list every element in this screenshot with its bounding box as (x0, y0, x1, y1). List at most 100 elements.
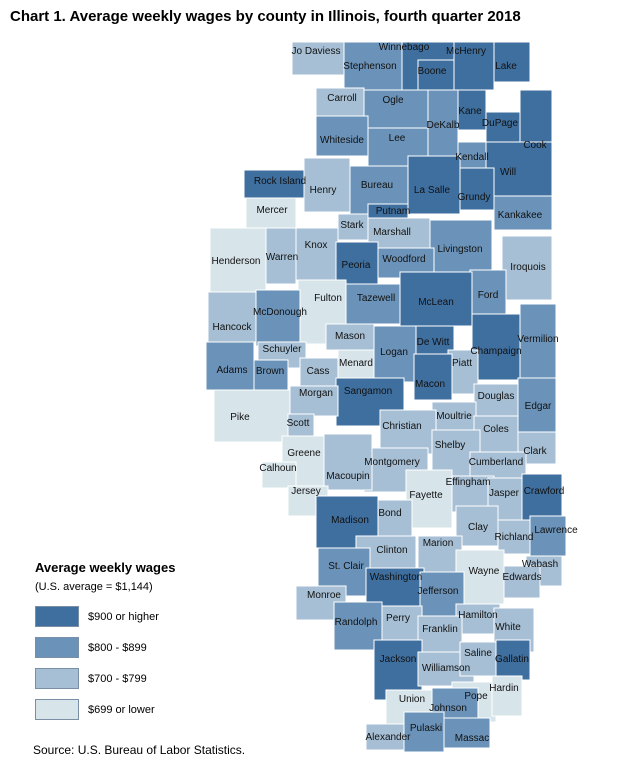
county-calhoun (261, 461, 297, 489)
county-label-mason: Mason (335, 331, 365, 342)
county-label-coles: Coles (483, 424, 509, 435)
county-pike (213, 389, 291, 443)
county-label-jersey: Jersey (291, 486, 320, 497)
county-label-piatt: Piatt (452, 358, 472, 369)
county-label-marshall: Marshall (373, 227, 411, 238)
source-note: Source: U.S. Bureau of Labor Statistics. (33, 743, 246, 757)
county-label-mchenry: McHenry (446, 46, 486, 57)
county-stark (337, 213, 369, 241)
county-iroquois (501, 235, 553, 301)
county-label-whiteside: Whiteside (320, 135, 364, 146)
county-label-edwards: Edwards (503, 572, 542, 583)
county-label-calhoun: Calhoun (259, 463, 296, 474)
legend-swatch (35, 637, 79, 658)
county-label-moultrie: Moultrie (436, 411, 472, 422)
county-henderson (209, 227, 267, 293)
county-label-kendall: Kendall (455, 152, 488, 163)
county-label-macoupin: Macoupin (326, 471, 369, 482)
county-label-williamson: Williamson (422, 663, 470, 674)
legend-swatch (35, 606, 79, 627)
county-label-will: Will (500, 167, 516, 178)
county-label-wayne: Wayne (469, 566, 500, 577)
county-label-champaign: Champaign (470, 346, 521, 357)
county-saline (459, 641, 499, 677)
county-label-hancock: Hancock (213, 322, 253, 333)
county-label-dekalb: DeKalb (427, 120, 460, 131)
chart-title: Chart 1. Average weekly wages by county … (10, 8, 521, 25)
county-massac (443, 717, 491, 749)
county-cass (299, 357, 343, 387)
county-champaign (471, 313, 521, 381)
county-label-macon: Macon (415, 379, 445, 390)
county-label-stephenson: Stephenson (343, 61, 396, 72)
county-hamilton (455, 603, 501, 635)
county-label-dupage: DuPage (482, 118, 519, 129)
county-edwards (503, 565, 541, 599)
county-label-edgar: Edgar (525, 401, 552, 412)
county-label-carroll: Carroll (327, 93, 356, 104)
county-label-bond: Bond (378, 508, 401, 519)
legend-label: $900 or higher (88, 610, 159, 623)
county-label-perry: Perry (386, 613, 410, 624)
county-label-pulaski: Pulaski (410, 723, 442, 734)
legend-label: $699 or lower (88, 703, 155, 716)
county-macon (413, 353, 453, 401)
county-dupage (485, 111, 521, 143)
county-label-richland: Richland (495, 532, 534, 543)
legend-item-699-lower: $699 or lower (35, 694, 235, 725)
county-douglas (473, 383, 519, 421)
county-label-bureau: Bureau (361, 180, 393, 191)
county-whiteside (315, 115, 369, 157)
county-label-schuyler: Schuyler (263, 344, 303, 355)
county-label-mcdonough: McDonough (253, 307, 307, 318)
county-mercer (245, 197, 297, 229)
county-clay (455, 505, 499, 547)
county-pulaski (403, 711, 445, 753)
county-vermilion (519, 303, 557, 379)
county-label-iroquois: Iroquois (510, 262, 546, 273)
county-kankakee (493, 195, 553, 231)
county-hancock (207, 291, 265, 343)
county-label-hamilton: Hamilton (458, 610, 497, 621)
legend-swatch (35, 668, 79, 689)
county-label-brown: Brown (256, 366, 284, 377)
county-label-peoria: Peoria (342, 260, 371, 271)
county-label-knox: Knox (305, 240, 328, 251)
county-label-woodford: Woodford (382, 254, 425, 265)
county-label-cumberland: Cumberland (469, 457, 523, 468)
county-label-rock-island: Rock Island (254, 176, 306, 187)
county-label-franklin: Franklin (422, 624, 458, 635)
county-ogle (363, 89, 429, 129)
county-label-greene: Greene (287, 448, 321, 459)
county-carroll (315, 87, 365, 117)
county-label-shelby: Shelby (435, 440, 466, 451)
county-label-douglas: Douglas (478, 391, 515, 402)
county-lawrence (529, 515, 567, 557)
county-label-jo-daviess: Jo Daviess (292, 46, 341, 57)
county-label-effingham: Effingham (446, 477, 491, 488)
legend-title: Average weekly wages (35, 560, 176, 575)
county-label-ford: Ford (478, 290, 499, 301)
county-henry (303, 157, 351, 213)
county-label-clinton: Clinton (376, 545, 407, 556)
county-label-gallatin: Gallatin (495, 654, 529, 665)
county-christian (379, 409, 437, 455)
county-knox (295, 227, 339, 281)
county-crawford (521, 473, 563, 523)
county-label-johnson: Johnson (429, 703, 467, 714)
county-lake (493, 41, 531, 83)
county-label-cass: Cass (307, 366, 330, 377)
county-label-hardin: Hardin (489, 683, 518, 694)
county-mchenry (453, 41, 495, 91)
county-label-lake: Lake (495, 61, 517, 72)
county-label-vermilion: Vermilion (517, 334, 558, 345)
county-label-henderson: Henderson (212, 256, 261, 267)
county-bond (377, 499, 413, 537)
county-livingston (429, 219, 493, 273)
county-label-putnam: Putnam (376, 206, 410, 217)
county-label-christian: Christian (382, 421, 421, 432)
county-mcdonough (255, 289, 301, 347)
legend-item-900-plus: $900 or higher (35, 601, 235, 632)
county-fayette (405, 469, 453, 529)
